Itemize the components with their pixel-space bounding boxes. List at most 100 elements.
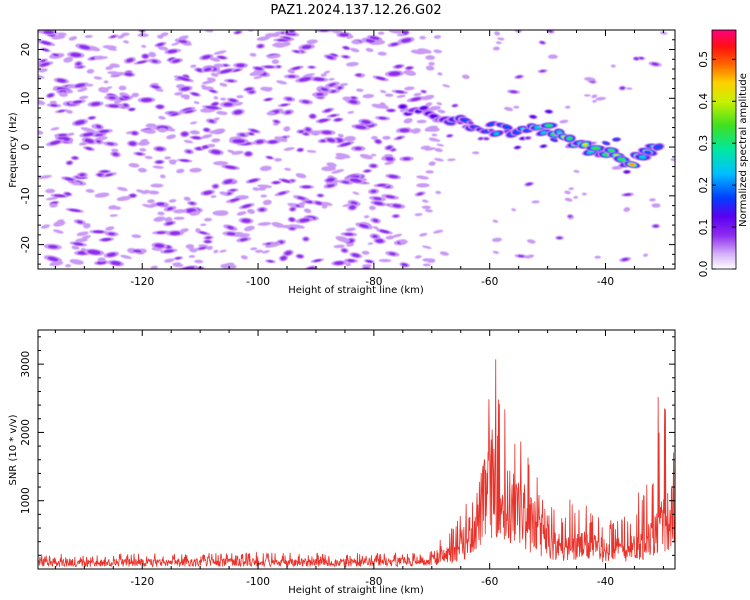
- noise-blob: [492, 250, 500, 254]
- noise-blob: [152, 230, 170, 235]
- noise-blob: [94, 192, 110, 198]
- noise-blob: [528, 239, 534, 243]
- noise-blob: [337, 133, 344, 138]
- noise-blob: [568, 216, 574, 220]
- noise-blob: [189, 167, 202, 173]
- snr-y-axis-label: SNR (10 * v/v): [8, 414, 19, 485]
- noise-blob: [43, 255, 63, 263]
- noise-blob: [392, 233, 403, 238]
- noise-blob: [366, 35, 383, 41]
- ridge-blob: [420, 89, 428, 94]
- noise-blob: [260, 65, 278, 69]
- noise-blob: [503, 106, 514, 112]
- ridge-blob: [528, 114, 538, 120]
- noise-blob: [222, 231, 240, 237]
- noise-blob: [137, 141, 150, 146]
- noise-blob: [105, 86, 113, 90]
- noise-blob: [339, 83, 349, 86]
- noise-blob: [410, 49, 426, 55]
- noise-blob: [361, 250, 370, 255]
- ridge-blob: [623, 160, 641, 169]
- noise-blob: [621, 192, 634, 197]
- noise-blob: [200, 189, 216, 196]
- noise-blob: [497, 37, 505, 41]
- noise-blob: [158, 116, 166, 120]
- noise-blob: [312, 91, 328, 98]
- noise-blob: [302, 73, 315, 78]
- noise-blob: [83, 223, 91, 229]
- noise-blob: [54, 133, 71, 138]
- noise-blob: [414, 213, 423, 217]
- noise-blob: [414, 191, 426, 197]
- noise-blob: [206, 77, 216, 82]
- noise-blob: [219, 249, 227, 253]
- noise-blob: [219, 191, 228, 196]
- noise-blob: [71, 245, 80, 250]
- noise-blob: [236, 211, 247, 216]
- y-tick-label: -10: [20, 187, 32, 204]
- noise-blob: [72, 118, 88, 127]
- noise-blob: [347, 110, 355, 114]
- noise-blob: [424, 147, 436, 151]
- noise-blob: [104, 95, 120, 101]
- noise-blob: [362, 169, 373, 173]
- noise-blob: [148, 58, 162, 65]
- noise-blob: [202, 105, 223, 110]
- noise-blob: [377, 31, 385, 35]
- noise-blob: [350, 47, 360, 53]
- noise-blob: [265, 139, 281, 145]
- noise-blob: [69, 259, 84, 265]
- noise-blob: [176, 158, 193, 163]
- noise-blob: [425, 170, 434, 174]
- noise-blob: [202, 239, 213, 244]
- noise-blob: [137, 96, 156, 104]
- noise-blob: [127, 107, 137, 112]
- noise-blob: [167, 128, 176, 132]
- noise-blob: [393, 135, 406, 141]
- noise-blob: [302, 236, 310, 242]
- noise-blob: [370, 135, 378, 140]
- noise-blob: [262, 250, 270, 254]
- noise-blob: [98, 237, 115, 242]
- noise-blob: [178, 35, 189, 41]
- noise-blob: [150, 183, 164, 188]
- noise-blob: [53, 77, 70, 84]
- noise-blob: [424, 209, 433, 213]
- noise-blob: [442, 84, 451, 88]
- noise-blob: [187, 201, 198, 206]
- noise-blob: [387, 41, 402, 48]
- noise-blob: [626, 87, 633, 90]
- noise-blob: [514, 30, 522, 33]
- noise-blob: [179, 228, 189, 233]
- noise-blob: [226, 97, 240, 103]
- noise-blob: [181, 109, 197, 114]
- noise-blob: [209, 129, 223, 134]
- ridge-blob: [436, 102, 443, 106]
- noise-blob: [151, 242, 168, 249]
- noise-blob: [106, 46, 117, 51]
- noise-blob: [385, 235, 395, 240]
- noise-blob: [137, 33, 149, 38]
- noise-blob: [355, 222, 373, 230]
- noise-blob: [79, 131, 98, 138]
- noise-blob: [244, 225, 255, 232]
- noise-blob: [336, 141, 355, 148]
- noise-blob: [433, 35, 442, 39]
- noise-blob: [189, 130, 200, 135]
- noise-blob: [372, 75, 389, 82]
- noise-blob: [284, 167, 292, 171]
- noise-blob: [321, 166, 336, 172]
- noise-blob: [54, 109, 68, 114]
- noise-blob: [63, 56, 74, 63]
- noise-blob: [461, 74, 470, 80]
- noise-blob: [391, 213, 401, 219]
- noise-blob: [221, 178, 236, 185]
- noise-blob: [68, 36, 78, 41]
- noise-blob: [323, 54, 337, 61]
- noise-blob: [392, 64, 405, 69]
- noise-blob: [425, 65, 435, 71]
- noise-blob: [213, 50, 227, 55]
- noise-blob: [619, 257, 632, 262]
- noise-blob: [243, 86, 255, 92]
- noise-blob: [643, 253, 648, 257]
